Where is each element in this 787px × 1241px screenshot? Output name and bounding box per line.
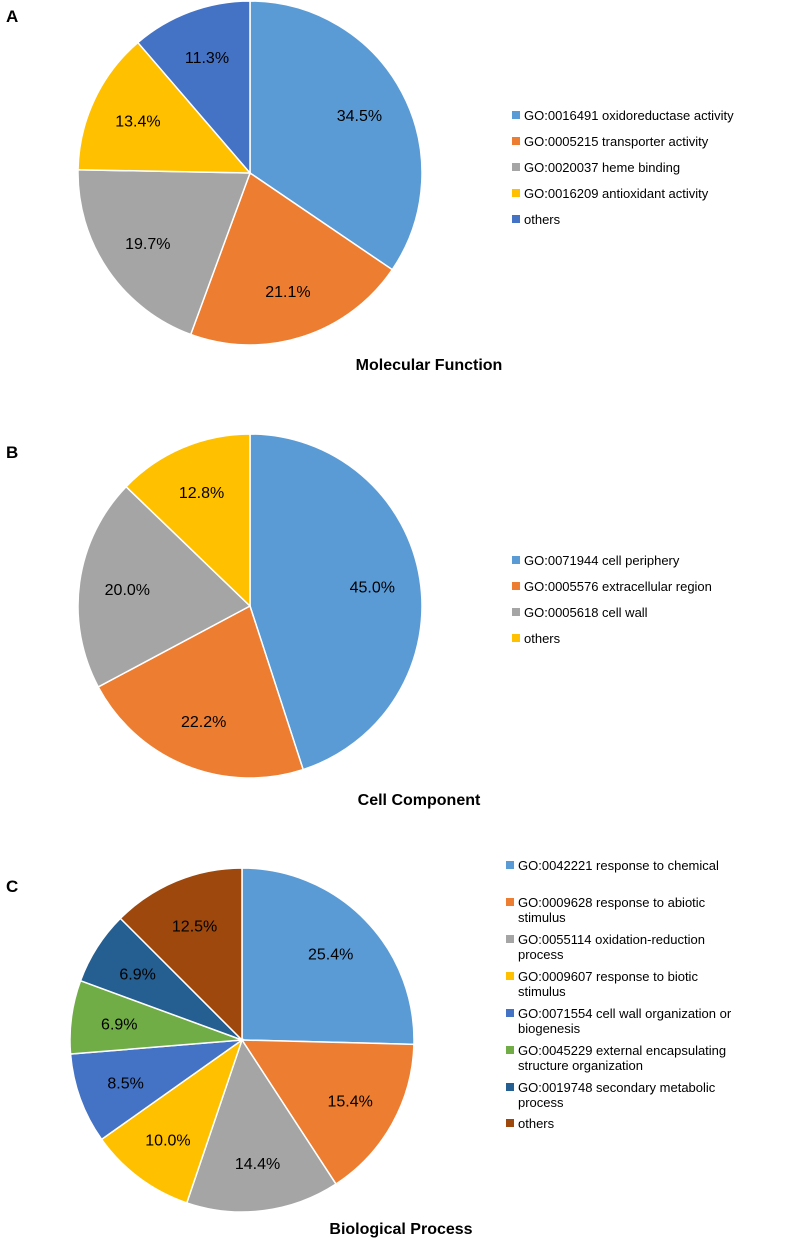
legend-swatch-others	[506, 1119, 514, 1127]
pie-slice-go-0071554-cell-wall-organization-or-biogenesis	[69, 1039, 245, 1141]
pie-slice-others	[136, 0, 251, 176]
legend-swatch-go-0071944-cell-periphery	[512, 556, 520, 564]
legend-swatch-go-0009628-response-to-abiotic-stimulus	[506, 898, 514, 906]
pie-slice-go-0009628-response-to-abiotic-stimulus	[240, 1039, 415, 1186]
panel-letter-b: B	[6, 443, 18, 462]
panel-molecular-function: A 34.5% 21.1% 19.7% 13.4% 11.3% GO:0016491 o…	[6, 0, 734, 374]
pie-slice-others	[119, 867, 243, 1042]
legend-swatch-go-0009607-response-to-biotic-stimulus	[506, 972, 514, 980]
legend-biological-process: GO:0042221 response to chemical GO:000962…	[506, 858, 732, 1131]
pie-biological-process: 25.4% 15.4% 14.4% 10.0% 8.5% 6.9% 6.9% 12.5%	[69, 867, 415, 1213]
pie-cell-component: 45.0% 22.2% 20.0% 12.8%	[77, 433, 423, 779]
data-label-go-0009607-response-to-biotic-stimulus: 10.0%	[145, 1132, 190, 1149]
data-label-go-0019748-secondary-metabolic-process: 6.9%	[119, 966, 155, 983]
legend-entry-others: others	[518, 1116, 555, 1131]
legend-swatch-others	[512, 215, 520, 223]
legend-entry-go-0019748-secondary-metabolic-process: GO:0019748 secondary metabolic process	[518, 1080, 716, 1110]
pie-slice-go-0016209-antioxidant-activity	[77, 41, 252, 174]
chart-title-molecular-function: Molecular Function	[356, 357, 503, 374]
pie-slice-go-0042221-response-to-chemical	[241, 867, 415, 1046]
legend-swatch-go-0016491-oxidoreductase-activity	[512, 111, 520, 119]
legend-entry-go-0071554-cell-wall-organization-or-biogenesis: GO:0071554 cell wall organization or biog…	[518, 1006, 732, 1036]
legend-entry-go-0005618-cell-wall: GO:0005618 cell wall	[524, 605, 648, 620]
data-label-go-0009628-response-to-abiotic-stimulus: 15.4%	[327, 1093, 372, 1110]
chart-title-cell-component: Cell Component	[358, 792, 481, 809]
data-label-go-0071554-cell-wall-organization-or-biogenesis: 8.5%	[107, 1075, 143, 1092]
data-label-go-0045229-external-encapsulating-structure-organization: 6.9%	[101, 1016, 137, 1033]
data-label-others: 12.5%	[172, 919, 217, 936]
data-label-go-0042221-response-to-chemical: 25.4%	[308, 947, 353, 964]
legend-entry-go-0016491-oxidoreductase-activity: GO:0016491 oxidoreductase activity	[524, 108, 734, 123]
pie-slice-go-0055114-oxidation-reduction-process	[185, 1038, 338, 1213]
legend-cell-component: GO:0071944 cell periphery GO:0005576 extr…	[512, 553, 712, 646]
pie-slice-go-0016491-oxidoreductase-activity	[249, 0, 423, 271]
data-label-go-0005215-transporter-activity: 21.1%	[265, 284, 310, 301]
data-label-others: 11.3%	[185, 50, 229, 67]
pie-slice-go-0005576-extracellular-region	[97, 604, 305, 779]
legend-swatch-go-0020037-heme-binding	[512, 163, 520, 171]
legend-swatch-go-0055114-oxidation-reduction-process	[506, 935, 514, 943]
legend-entry-others: others	[524, 212, 561, 227]
pie-slice-go-0005215-transporter-activity	[189, 171, 394, 346]
data-label-others: 12.8%	[179, 485, 224, 502]
legend-entry-go-0016209-antioxidant-activity: GO:0016209 antioxidant activity	[524, 186, 709, 201]
legend-entry-go-0009628-response-to-abiotic-stimulus: GO:0009628 response to abiotic stimulus	[518, 895, 706, 925]
legend-entry-others: others	[524, 631, 561, 646]
legend-swatch-go-0005215-transporter-activity	[512, 137, 520, 145]
pie-slice-others	[125, 433, 251, 608]
legend-molecular-function: GO:0016491 oxidoreductase activity GO:000…	[512, 108, 734, 227]
data-label-go-0005618-cell-wall: 20.0%	[105, 582, 150, 599]
pie-slice-go-0009607-response-to-biotic-stimulus	[100, 1038, 244, 1204]
pie-molecular-function: 34.5% 21.1% 19.7% 13.4% 11.3%	[77, 0, 423, 346]
legend-swatch-go-0042221-response-to-chemical	[506, 861, 514, 869]
legend-swatch-go-0019748-secondary-metabolic-process	[506, 1083, 514, 1091]
legend-swatch-others	[512, 634, 520, 642]
data-label-go-0016209-antioxidant-activity: 13.4%	[115, 113, 160, 130]
pie-slice-go-0005618-cell-wall	[77, 485, 252, 688]
legend-entry-go-0020037-heme-binding: GO:0020037 heme binding	[524, 160, 680, 175]
panel-letter-a: A	[6, 7, 18, 26]
legend-swatch-go-0005618-cell-wall	[512, 608, 520, 616]
legend-swatch-go-0045229-external-encapsulating-structure-organization	[506, 1046, 514, 1054]
legend-swatch-go-0016209-antioxidant-activity	[512, 189, 520, 197]
legend-entry-go-0005215-transporter-activity: GO:0005215 transporter activity	[524, 134, 709, 149]
pie-slice-go-0020037-heme-binding	[77, 168, 252, 336]
legend-entry-go-0071944-cell-periphery: GO:0071944 cell periphery	[524, 553, 680, 568]
legend-entry-go-0005576-extracellular-region: GO:0005576 extracellular region	[524, 579, 712, 594]
legend-entry-go-0042221-response-to-chemical: GO:0042221 response to chemical	[518, 858, 719, 873]
legend-entry-go-0009607-response-to-biotic-stimulus: GO:0009607 response to biotic stimulus	[518, 969, 698, 999]
pie-slice-go-0071944-cell-periphery	[249, 433, 423, 771]
panel-cell-component: B 45.0% 22.2% 20.0% 12.8% GO:0071944 cell p…	[6, 433, 712, 809]
data-label-go-0071944-cell-periphery: 45.0%	[350, 580, 395, 597]
data-label-go-0016491-oxidoreductase-activity: 34.5%	[337, 108, 382, 125]
data-label-go-0055114-oxidation-reduction-process: 14.4%	[235, 1156, 280, 1173]
panel-letter-c: C	[6, 877, 18, 896]
panel-biological-process: C 25.4%15.4%14.4%10.0%8.5%6.9%6.9%12.5% …	[6, 858, 732, 1238]
chart-title-biological-process: Biological Process	[329, 1221, 472, 1238]
legend-entry-go-0055114-oxidation-reduction-process: GO:0055114 oxidation-reduction process	[518, 932, 705, 962]
data-label-go-0020037-heme-binding: 19.7%	[125, 236, 170, 253]
data-label-go-0005576-extracellular-region: 22.2%	[181, 714, 226, 731]
legend-swatch-go-0005576-extracellular-region	[512, 582, 520, 590]
legend-entry-go-0045229-external-encapsulating-structure-organization: GO:0045229 external encapsulating structu…	[518, 1043, 726, 1073]
legend-swatch-go-0071554-cell-wall-organization-or-biogenesis	[506, 1009, 514, 1017]
